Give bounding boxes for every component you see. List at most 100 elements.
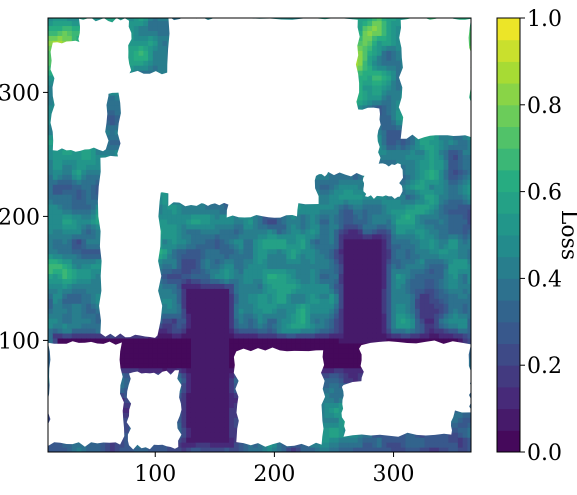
heat-cell [57, 179, 63, 185]
heat-cell [52, 442, 59, 448]
heat-cell [176, 427, 183, 433]
heat-cell [186, 432, 192, 438]
heat-cell [233, 243, 240, 250]
heat-cell [190, 362, 197, 369]
heat-cell [167, 293, 173, 299]
heat-cell [114, 144, 121, 151]
heat-cell [176, 313, 183, 319]
heat-cell [276, 337, 283, 344]
heat-cell [300, 447, 306, 452]
heat-cell [300, 347, 306, 354]
heat-cell [52, 303, 59, 309]
heat-cell [81, 204, 87, 210]
heat-cell [286, 313, 292, 319]
heat-cell [229, 228, 235, 235]
heat-cell [138, 362, 144, 369]
heat-cell [52, 248, 59, 255]
heat-cell [200, 298, 206, 304]
heat-cell [286, 18, 292, 22]
heat-cell [252, 233, 259, 240]
heat-cell [214, 318, 221, 324]
heat-cell [214, 352, 221, 359]
heat-cell [48, 204, 54, 210]
heat-cell [276, 248, 283, 255]
heat-cell [210, 253, 216, 260]
heat-cell [233, 263, 240, 270]
heat-cell [48, 288, 54, 294]
heat-cell [186, 313, 192, 319]
heat-cell [171, 298, 178, 304]
heat-cell [224, 352, 230, 359]
heat-cell [195, 223, 202, 230]
heat-cell [233, 223, 240, 230]
heat-cell [229, 238, 235, 245]
heat-cell [243, 228, 249, 235]
heat-cell [252, 268, 259, 275]
heat-cell [186, 352, 192, 359]
heat-cell [224, 318, 230, 324]
heat-cell [224, 248, 230, 255]
heat-cell [200, 387, 206, 394]
heat-cell [57, 308, 63, 314]
heat-cell [90, 308, 97, 314]
heat-cell [286, 218, 292, 225]
heat-cell [76, 253, 82, 260]
heat-cell [95, 313, 102, 319]
heat-cell [124, 442, 130, 448]
heat-cell [214, 337, 221, 344]
heat-cell [190, 268, 197, 275]
heat-cell [248, 228, 254, 235]
heat-cell [195, 412, 202, 418]
heat-cell [90, 298, 97, 304]
heat-cell [229, 377, 235, 384]
heat-cell [295, 248, 302, 255]
heat-cell [233, 328, 240, 334]
heat-cell [243, 303, 249, 309]
heat-cell [124, 417, 130, 423]
heat-cell [195, 357, 202, 364]
heat-cell [295, 213, 302, 220]
heat-cell [229, 427, 235, 433]
heat-cell [238, 263, 245, 270]
heat-cell [148, 70, 154, 76]
heat-cell [233, 337, 240, 344]
heat-cell [62, 35, 68, 41]
heat-cell [71, 253, 78, 260]
heat-cell [186, 382, 192, 389]
heat-cell [48, 50, 54, 56]
heat-cell [190, 397, 197, 403]
heat-cell [229, 223, 235, 230]
heat-cell [205, 273, 211, 279]
heat-cell [272, 258, 278, 265]
heat-cell [314, 273, 321, 279]
heat-cell [52, 194, 59, 200]
heat-cell [214, 323, 221, 329]
heat-cell [200, 273, 206, 279]
heat-cell [291, 253, 297, 260]
heat-cell [243, 283, 249, 289]
heat-cell [157, 65, 163, 71]
heat-cell [95, 303, 102, 309]
heat-cell [124, 387, 130, 394]
heat-cell [224, 447, 230, 452]
heat-cell [95, 154, 102, 160]
heat-cell [286, 223, 292, 230]
heat-cell [67, 218, 73, 225]
heat-cell [67, 154, 73, 160]
heat-cell [57, 268, 63, 275]
heat-cell [176, 268, 183, 275]
heat-cell [295, 342, 302, 349]
heat-cell [200, 337, 206, 344]
heat-cell [262, 248, 268, 255]
heat-cell [276, 278, 283, 284]
heat-cell [210, 362, 216, 369]
heat-cell [200, 288, 206, 294]
heat-cell [52, 273, 59, 279]
heat-cell [200, 362, 206, 369]
heat-cell [109, 114, 116, 121]
heat-cell [219, 382, 225, 389]
heat-cell [252, 253, 259, 260]
heat-cell [167, 223, 173, 230]
heat-cell [281, 258, 287, 265]
heat-cell [76, 223, 82, 230]
